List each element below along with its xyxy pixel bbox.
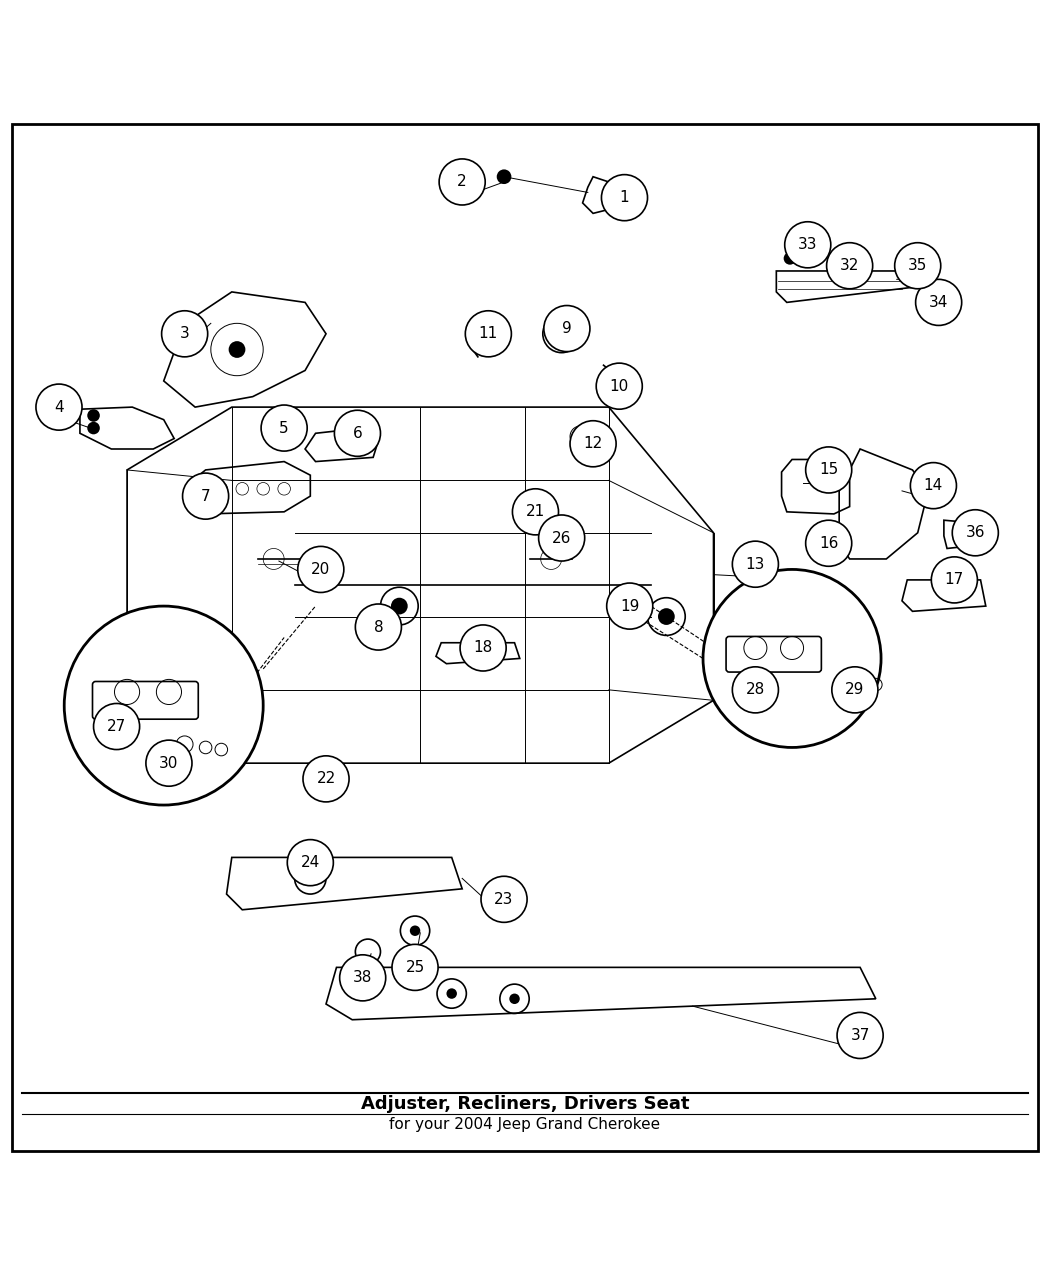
Text: 22: 22 [316,771,336,787]
Circle shape [355,604,401,650]
Circle shape [509,993,520,1003]
Text: 21: 21 [526,505,545,519]
Text: 2: 2 [458,175,467,190]
Text: 4: 4 [55,399,64,414]
Circle shape [321,769,331,779]
Circle shape [497,170,511,184]
Circle shape [931,557,978,603]
Text: 11: 11 [479,326,498,342]
Circle shape [261,405,308,451]
Circle shape [784,222,831,268]
Text: 24: 24 [300,856,320,870]
Text: for your 2004 Jeep Grand Cherokee: for your 2004 Jeep Grand Cherokee [390,1117,660,1132]
Text: 28: 28 [746,682,765,697]
Circle shape [539,515,585,561]
Circle shape [64,606,264,805]
Circle shape [732,541,778,588]
Circle shape [460,625,506,671]
Circle shape [87,409,100,422]
Text: 3: 3 [180,326,190,342]
Text: 26: 26 [552,530,571,546]
Circle shape [339,955,385,1001]
Circle shape [162,311,208,357]
Text: 13: 13 [746,557,765,571]
Text: 18: 18 [474,640,492,655]
Text: 36: 36 [966,525,985,541]
Circle shape [910,463,957,509]
Circle shape [576,432,585,441]
Circle shape [704,570,881,747]
Circle shape [512,488,559,536]
Text: 6: 6 [353,426,362,441]
Circle shape [805,448,852,493]
Text: 5: 5 [279,421,289,436]
Text: 9: 9 [562,321,572,337]
Circle shape [814,537,822,546]
Circle shape [895,242,941,288]
Circle shape [658,608,675,625]
Circle shape [602,175,648,221]
Text: 38: 38 [353,970,373,986]
Text: 33: 33 [798,237,818,252]
Circle shape [919,291,931,303]
Circle shape [304,872,317,885]
Circle shape [732,667,778,713]
Circle shape [596,363,643,409]
Circle shape [410,926,420,936]
Text: Adjuster, Recliners, Drivers Seat: Adjuster, Recliners, Drivers Seat [361,1094,689,1113]
Text: 16: 16 [819,536,838,551]
Circle shape [916,279,962,325]
Circle shape [334,411,380,456]
Text: 19: 19 [621,598,639,613]
Circle shape [93,704,140,750]
Text: 10: 10 [610,379,629,394]
Text: 7: 7 [201,488,210,504]
Circle shape [391,598,407,615]
Text: 15: 15 [819,463,838,477]
Circle shape [298,547,343,593]
Text: 30: 30 [160,756,178,770]
Circle shape [392,945,438,991]
Text: 34: 34 [929,295,948,310]
Circle shape [832,667,878,713]
Text: 32: 32 [840,259,859,273]
Circle shape [516,505,534,523]
Circle shape [805,520,852,566]
Text: 1: 1 [620,190,629,205]
Text: 37: 37 [850,1028,869,1043]
Circle shape [229,342,246,358]
Circle shape [465,311,511,357]
Circle shape [446,988,457,998]
Circle shape [540,530,559,550]
Circle shape [303,756,349,802]
Text: 20: 20 [311,562,331,576]
Text: 12: 12 [584,436,603,451]
Circle shape [146,740,192,787]
Circle shape [952,510,999,556]
Text: 25: 25 [405,960,424,975]
Circle shape [481,876,527,922]
Circle shape [826,242,873,288]
Circle shape [570,421,616,467]
Circle shape [87,422,100,435]
Circle shape [544,306,590,352]
Text: 17: 17 [945,572,964,588]
Text: 29: 29 [845,682,864,697]
Text: 35: 35 [908,259,927,273]
Circle shape [613,599,632,617]
Text: 14: 14 [924,478,943,493]
Circle shape [439,159,485,205]
Circle shape [607,583,653,629]
Text: 27: 27 [107,719,126,734]
Circle shape [288,840,333,886]
Text: 8: 8 [374,620,383,635]
Circle shape [183,473,229,519]
Circle shape [36,384,82,430]
Circle shape [837,1012,883,1058]
Text: 23: 23 [495,891,513,907]
Circle shape [783,252,796,265]
